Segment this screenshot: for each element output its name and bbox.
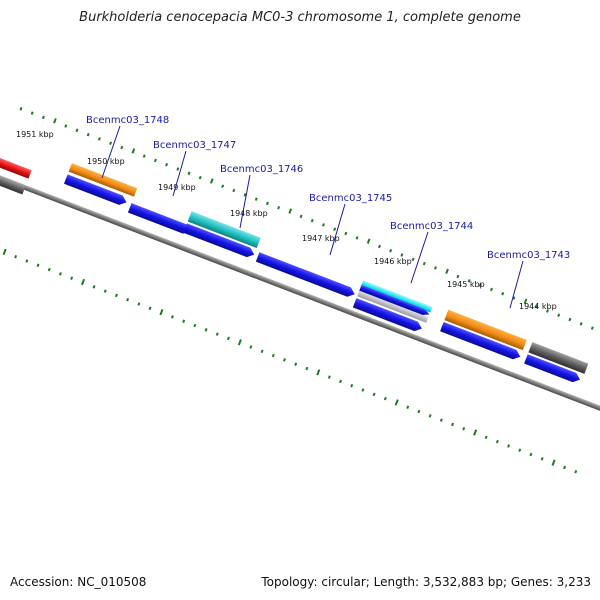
cds-arrow-1748[interactable]	[64, 174, 128, 207]
gene-label[interactable]: Bcenmc03_1745	[309, 193, 392, 204]
gene-feature-bcenmc03-1744[interactable]	[361, 280, 433, 313]
ruler-labels: 1951 kbp 1950 kbp 1949 kbp 1948 kbp 1947…	[16, 130, 557, 311]
figure-title: Burkholderia cenocepacia MC0-3 chromosom…	[79, 10, 521, 25]
gene-label[interactable]: Bcenmc03_1747	[153, 140, 236, 151]
gene-feature-red[interactable]	[0, 155, 32, 179]
cds-arrow-1746[interactable]	[183, 223, 256, 259]
gene-label-lines	[101, 125, 524, 309]
cds-arrow-1744b[interactable]	[352, 298, 424, 333]
inner-tick-ring	[2, 248, 578, 474]
cds-arrow-1743[interactable]	[440, 321, 522, 361]
gene-feature-bcenmc03-1744-shadow	[357, 290, 429, 323]
gene-labels: Bcenmc03_1748 Bcenmc03_1747 Bcenmc03_174…	[86, 115, 570, 261]
gene-feature-bcenmc03-1743[interactable]	[444, 309, 527, 351]
outer-tick-ring	[19, 107, 594, 330]
ruler-label: 1948 kbp	[230, 209, 268, 218]
gene-label[interactable]: Bcenmc03_1746	[220, 164, 303, 175]
gene-label[interactable]: Bcenmc03_1744	[390, 221, 473, 232]
ruler-label: 1944 kbp	[519, 302, 557, 311]
accession-text: Accession: NC_010508	[10, 575, 147, 589]
gene-label[interactable]: Bcenmc03_1748	[86, 115, 169, 126]
cds-arrow-1747[interactable]	[127, 203, 192, 236]
ruler-label: 1951 kbp	[16, 130, 54, 139]
ruler-label: 1949 kbp	[158, 183, 196, 192]
chromosome-backbone	[0, 141, 600, 447]
cds-arrow-1744[interactable]	[359, 285, 430, 317]
cds-arrow-1745[interactable]	[255, 252, 357, 299]
ruler-label: 1946 kbp	[374, 257, 412, 266]
gene-feature-gray-left[interactable]	[0, 172, 26, 195]
gene-feature-gray-right[interactable]	[528, 342, 589, 374]
ruler-label: 1945 kbp	[447, 280, 485, 289]
gene-label[interactable]: Bcenmc03_1743	[487, 250, 570, 261]
cds-arrow-right[interactable]	[524, 354, 582, 384]
gene-feature-bcenmc03-1746[interactable]	[187, 211, 261, 249]
ruler-label: 1950 kbp	[87, 157, 125, 166]
genome-summary-text: Topology: circular; Length: 3,532,883 bp…	[261, 575, 591, 589]
gene-feature-bcenmc03-1748[interactable]	[68, 163, 138, 197]
ruler-label: 1947 kbp	[302, 234, 340, 243]
